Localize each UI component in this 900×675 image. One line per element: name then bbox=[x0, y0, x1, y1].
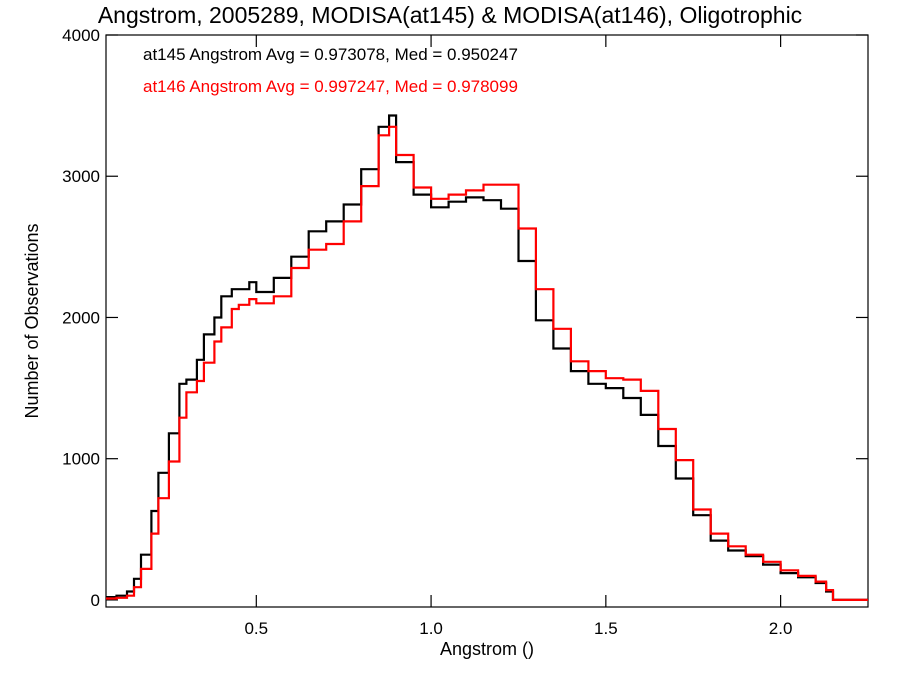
legend-entry-at146: at146 Angstrom Avg = 0.997247, Med = 0.9… bbox=[143, 77, 518, 96]
y-tick-label: 2000 bbox=[62, 308, 100, 327]
y-tick-label: 0 bbox=[91, 591, 100, 610]
x-tick-label: 1.5 bbox=[594, 619, 618, 638]
x-tick-label: 2.0 bbox=[769, 619, 793, 638]
y-tick-label: 4000 bbox=[62, 26, 100, 45]
x-tick-label: 0.5 bbox=[244, 619, 268, 638]
series-line-at146 bbox=[106, 125, 868, 601]
y-tick-label: 3000 bbox=[62, 167, 100, 186]
legend-entry-at145: at145 Angstrom Avg = 0.973078, Med = 0.9… bbox=[143, 45, 518, 64]
y-axis-label: Number of Observations bbox=[22, 223, 42, 418]
chart-title: Angstrom, 2005289, MODISA(at145) & MODIS… bbox=[97, 2, 803, 28]
series-line-at145 bbox=[106, 114, 868, 601]
y-tick-label: 1000 bbox=[62, 450, 100, 469]
x-tick-label: 1.0 bbox=[419, 619, 443, 638]
x-axis-label: Angstrom () bbox=[440, 639, 534, 659]
plot-frame bbox=[105, 34, 869, 608]
